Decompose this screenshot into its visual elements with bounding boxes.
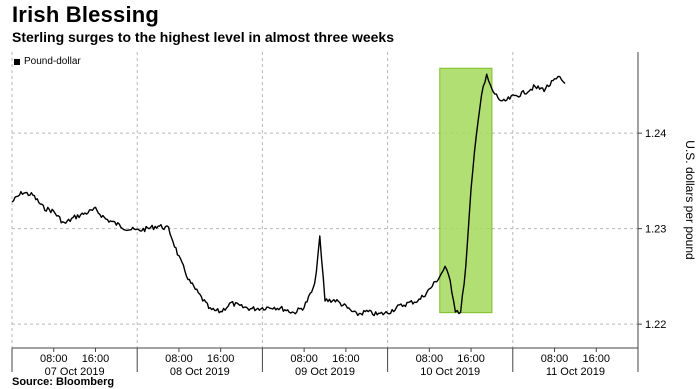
x-date-label: 11 Oct 2019	[546, 366, 605, 378]
x-date-label: 08 Oct 2019	[170, 366, 230, 378]
y-tick-label: 1.22	[645, 319, 666, 331]
grid-layer	[11, 52, 639, 348]
y-tick-label: 1.23	[645, 224, 666, 236]
x-tick-label: 08:00	[290, 353, 318, 365]
x-tick-label: 16:00	[583, 353, 611, 365]
series-layer	[11, 73, 566, 317]
x-tick-label: 16:00	[457, 353, 485, 365]
legend-swatch	[14, 58, 20, 65]
legend-label: Pound-dollar	[24, 56, 81, 67]
x-tick-label: 08:00	[165, 353, 193, 365]
x-tick-label: 08:00	[416, 353, 444, 365]
x-tick-label: 08:00	[40, 353, 68, 365]
x-date-label: 10 Oct 2019	[420, 366, 480, 378]
x-date-label: 07 Oct 2019	[45, 366, 105, 378]
chart-subtitle: Sterling surges to the highest level in …	[12, 29, 394, 45]
chart-title: Irish Blessing	[12, 2, 160, 27]
highlight-layer	[439, 67, 493, 314]
source-note: Source: Bloomberg	[12, 376, 115, 388]
x-tick-label: 16:00	[207, 353, 235, 365]
x-tick-label: 16:00	[82, 353, 110, 365]
y-axis-title: U.S. dollars per pound	[683, 140, 697, 259]
legend: Pound-dollar	[14, 56, 81, 67]
x-date-label: 09 Oct 2019	[295, 366, 355, 378]
y-tick-label: 1.24	[645, 128, 666, 140]
x-tick-label: 16:00	[332, 353, 360, 365]
series-line-0	[11, 73, 566, 317]
highlight-box	[439, 67, 493, 314]
x-tick-label: 08:00	[541, 353, 569, 365]
